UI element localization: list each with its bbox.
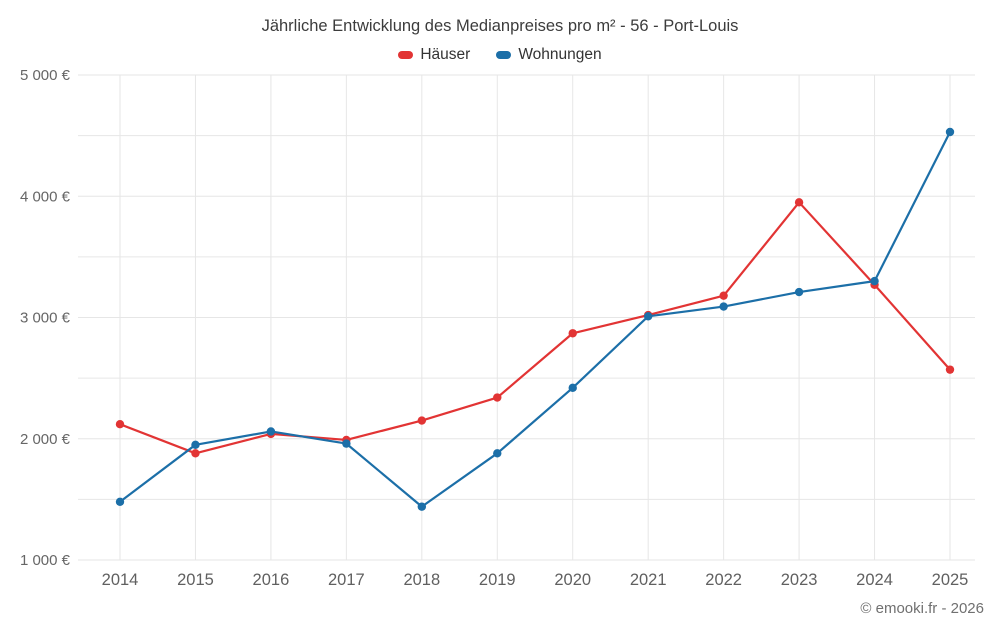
legend-item-hauser[interactable]: Häuser [398, 46, 470, 64]
x-axis-label: 2018 [403, 571, 440, 589]
legend-item-wohnungen[interactable]: Wohnungen [496, 46, 602, 64]
legend-label-hauser: Häuser [420, 46, 471, 63]
y-axis-label: 4 000 € [20, 188, 71, 205]
x-axis-label: 2014 [102, 571, 139, 589]
legend-swatch-wohnungen [496, 51, 512, 59]
data-point-hauser[interactable] [945, 365, 955, 374]
x-axis-label: 2024 [856, 571, 893, 589]
data-point-hauser[interactable] [794, 198, 804, 207]
data-point-hauser[interactable] [719, 291, 728, 300]
data-point-wohnungen[interactable] [870, 276, 879, 286]
data-point-wohnungen[interactable] [115, 497, 125, 506]
x-axis-label: 2016 [253, 571, 290, 589]
data-point-wohnungen[interactable] [266, 427, 276, 436]
data-point-wohnungen[interactable] [342, 439, 351, 448]
x-axis-label: 2022 [705, 571, 742, 589]
y-axis-label: 1 000 € [20, 552, 71, 569]
data-point-hauser[interactable] [417, 416, 427, 425]
x-axis-label: 2023 [781, 571, 818, 589]
y-axis-label: 2 000 € [20, 431, 71, 448]
data-point-wohnungen[interactable] [493, 449, 502, 458]
data-point-wohnungen[interactable] [417, 502, 427, 511]
x-axis-label: 2017 [328, 571, 365, 589]
data-point-wohnungen[interactable] [191, 440, 200, 450]
data-point-hauser[interactable] [493, 393, 502, 402]
x-axis-label: 2021 [630, 571, 667, 589]
x-axis-label: 2015 [177, 571, 214, 589]
legend-label-wohnungen: Wohnungen [518, 46, 602, 63]
data-point-wohnungen[interactable] [568, 383, 577, 393]
x-axis-label: 2020 [554, 571, 591, 589]
data-point-wohnungen[interactable] [945, 127, 955, 137]
data-point-wohnungen[interactable] [719, 302, 728, 311]
chart-title: Jährliche Entwicklung des Medianpreises … [261, 17, 739, 35]
data-point-wohnungen[interactable] [794, 287, 804, 297]
data-point-hauser[interactable] [115, 420, 125, 429]
copyright-footer: © emooki.fr - 2026 [860, 600, 984, 617]
data-point-hauser[interactable] [568, 329, 577, 338]
x-axis-label: 2019 [479, 571, 516, 589]
legend: Häuser Wohnungen [0, 46, 1000, 64]
data-point-hauser[interactable] [191, 449, 200, 458]
y-axis-label: 3 000 € [20, 310, 71, 327]
series-line-hauser [118, 201, 952, 455]
x-axis-label: 2025 [932, 571, 969, 589]
series-line-wohnungen [118, 130, 952, 508]
data-point-wohnungen[interactable] [643, 312, 653, 321]
y-axis-label: 5 000 € [20, 67, 71, 84]
legend-swatch-hauser [398, 51, 414, 59]
